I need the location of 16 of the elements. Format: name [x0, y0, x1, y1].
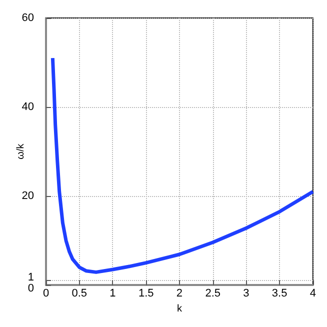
x-tick-label: 3	[243, 288, 250, 300]
y-tick-label: 1	[28, 271, 34, 284]
x-tick-label: 1.5	[138, 288, 154, 300]
y-tick-label: 40	[22, 101, 34, 114]
x-tick-label: 0	[42, 288, 50, 300]
y-tick-label: 20	[22, 190, 34, 202]
x-tick-label: 2.5	[205, 288, 220, 300]
line-series	[50, 56, 315, 274]
x-axis-title: k	[176, 304, 183, 314]
x-tick-label: 4	[310, 288, 316, 300]
x-tick-label: 0.5	[72, 288, 88, 300]
y-axis-title: ω/k	[16, 142, 26, 160]
x-tick-label: 3.5	[272, 288, 288, 300]
y-tick-label: 60	[22, 12, 34, 24]
x-tick-label: 2	[176, 288, 183, 300]
x-tick-label: 1	[110, 288, 116, 300]
